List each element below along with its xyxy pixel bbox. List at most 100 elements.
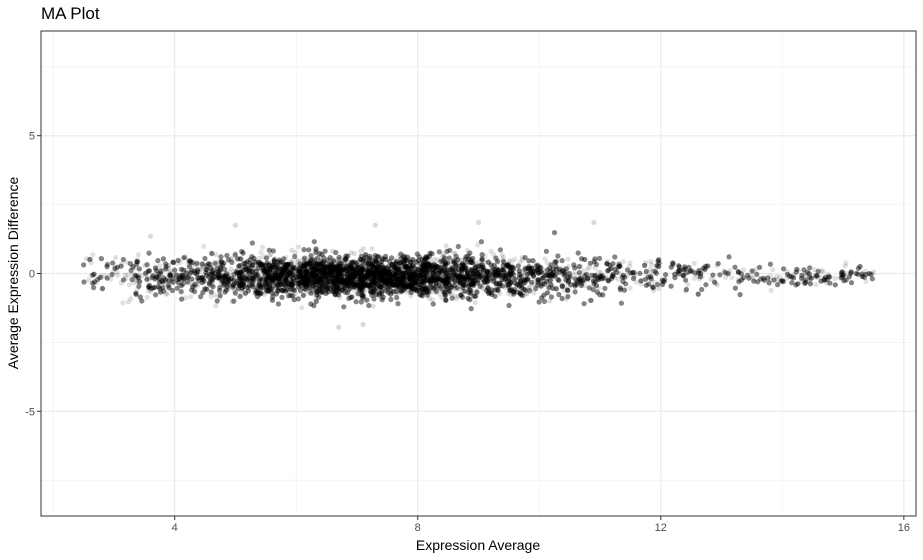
data-point — [183, 267, 189, 273]
data-point — [378, 256, 384, 263]
data-point — [266, 267, 272, 273]
data-point — [391, 268, 397, 274]
data-point — [812, 267, 818, 273]
data-point — [379, 285, 385, 291]
data-point — [708, 276, 714, 282]
data-point — [373, 268, 379, 275]
data-point — [293, 274, 299, 280]
data-point — [322, 272, 328, 278]
data-point — [334, 263, 340, 269]
data-point — [361, 267, 367, 273]
data-point — [336, 266, 342, 272]
data-point — [448, 274, 454, 280]
data-point — [248, 277, 254, 283]
data-point — [353, 278, 359, 284]
data-point — [400, 263, 406, 269]
data-point — [312, 292, 318, 298]
data-point — [376, 276, 382, 282]
data-point — [336, 256, 342, 262]
data-point — [263, 289, 269, 295]
data-point — [383, 286, 389, 292]
data-point — [293, 267, 299, 274]
data-point — [377, 286, 383, 293]
data-point — [135, 278, 141, 284]
data-point — [784, 269, 790, 275]
data-point — [449, 282, 455, 288]
data-point — [319, 276, 325, 283]
data-point — [180, 255, 186, 261]
data-point — [414, 265, 420, 271]
data-point — [262, 270, 268, 276]
data-point — [402, 272, 408, 278]
data-point — [321, 282, 327, 288]
data-point — [500, 257, 506, 263]
data-point — [314, 281, 320, 287]
data-point — [454, 296, 460, 302]
data-point — [297, 274, 303, 280]
data-point — [225, 285, 231, 291]
data-point — [342, 280, 348, 286]
data-point — [410, 276, 416, 282]
data-point — [284, 262, 290, 268]
data-point — [136, 272, 142, 278]
data-point — [472, 300, 478, 306]
data-point — [549, 276, 555, 282]
data-point — [313, 245, 319, 251]
data-point — [375, 266, 381, 272]
data-point — [397, 263, 404, 269]
data-point — [711, 278, 717, 284]
data-point — [315, 279, 321, 285]
data-point — [324, 273, 330, 279]
data-point — [222, 286, 228, 292]
data-point — [425, 285, 432, 291]
data-point — [302, 268, 308, 274]
data-point — [371, 269, 377, 275]
data-point — [461, 288, 468, 294]
data-point — [475, 242, 481, 248]
data-point — [507, 272, 513, 279]
data-point — [551, 273, 557, 279]
data-point — [201, 275, 207, 281]
data-point — [393, 274, 399, 280]
data-point — [490, 272, 497, 278]
data-point — [349, 276, 355, 282]
data-point — [438, 281, 444, 287]
data-point — [208, 272, 215, 279]
data-point — [345, 275, 351, 281]
data-point — [648, 266, 654, 272]
data-point — [392, 268, 399, 274]
data-point — [349, 270, 355, 276]
data-point — [258, 265, 264, 271]
data-point — [205, 285, 211, 291]
data-point — [361, 272, 367, 278]
data-point — [392, 291, 398, 297]
data-point — [374, 276, 380, 282]
data-point — [329, 275, 335, 281]
data-point — [327, 279, 334, 285]
data-point — [406, 272, 412, 278]
data-point — [195, 282, 201, 288]
data-point — [113, 255, 119, 261]
data-point — [377, 260, 383, 266]
data-point — [363, 277, 369, 283]
data-point — [470, 260, 476, 266]
data-point — [266, 287, 272, 293]
data-point — [272, 263, 278, 269]
data-point — [353, 288, 359, 294]
data-point — [229, 275, 236, 281]
data-point — [490, 279, 496, 285]
data-point — [444, 270, 450, 276]
data-point — [165, 291, 171, 297]
data-point — [296, 258, 302, 264]
data-point — [565, 256, 571, 262]
data-point — [388, 282, 394, 288]
data-point — [400, 275, 406, 281]
data-point — [491, 252, 497, 258]
data-point — [453, 264, 459, 270]
data-point — [188, 294, 194, 300]
data-point — [284, 269, 290, 276]
data-point — [512, 276, 518, 282]
data-point — [387, 273, 393, 279]
data-point — [320, 259, 326, 265]
data-point — [536, 278, 543, 285]
